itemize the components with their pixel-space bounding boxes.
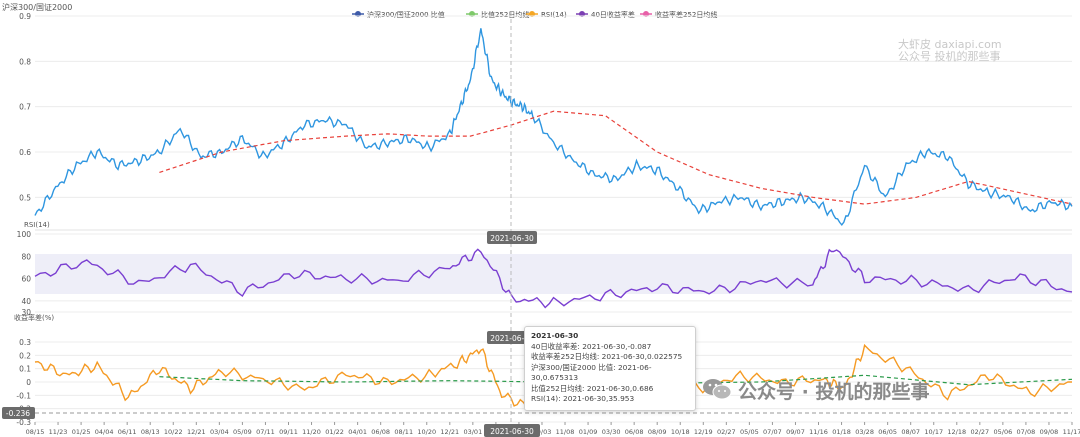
x-tick-label: 06/08	[625, 428, 644, 436]
y-tick-label: 0.8	[19, 57, 31, 66]
series-line-沪深300/国证2000 比值	[34, 28, 1073, 227]
crosshair-label-rsi: 2021-06-30	[487, 231, 537, 244]
x-tick-label: 11/23	[49, 428, 68, 436]
wechat-icon	[703, 379, 732, 400]
main-panel-ylabel: 沪深300/国证2000	[2, 2, 72, 12]
x-tick-label: 05/06	[993, 428, 1012, 436]
legend-label: 收益率差252日均线	[655, 10, 717, 19]
x-tick-labels: 08/15 11/23 01/25 04/04 06/11 08/13 10/22 12/21…	[26, 422, 1080, 436]
x-tick-label: 10/18	[671, 428, 690, 436]
x-tick-label: 10/20	[417, 428, 436, 436]
legend-label: RSI(14)	[541, 11, 567, 19]
y-tick-label: 0.2	[19, 351, 31, 360]
y-tick-label: 30	[21, 308, 31, 317]
svg-text:2021-06-30: 2021-06-30	[490, 334, 534, 343]
x-tick-label: 11/16	[809, 428, 828, 436]
crosshair-label-y: -0.236	[2, 407, 35, 419]
x-tick-label: 05/09	[233, 428, 252, 436]
crosshair-label-x: 2021-06-30	[484, 424, 540, 437]
x-tick-label: 03/30	[602, 428, 621, 436]
x-tick-label: 02/27	[717, 428, 736, 436]
y-tick-label: 80	[21, 252, 31, 261]
x-tick-label: 12/19	[694, 428, 713, 436]
x-tick-label: 10/17	[924, 428, 943, 436]
x-tick-label: 07/07	[763, 428, 782, 436]
legend-label: 比值252日均线	[481, 10, 529, 19]
rsi-band	[35, 254, 1072, 294]
series-line-40日收益率差	[34, 343, 1073, 410]
svg-text:-0.236: -0.236	[6, 409, 30, 418]
x-tick-label: 08/07	[901, 428, 920, 436]
x-tick-label: 08/13	[141, 428, 160, 436]
watermark-site: 大虾皮 daxiapi.com	[898, 37, 1002, 51]
y-tick-label: 60	[21, 275, 31, 284]
x-tick-label: 08/09	[648, 428, 667, 436]
x-tick-label: 06/11	[118, 428, 137, 436]
y-tick-label: 100	[17, 230, 32, 239]
legend-label: 40日收益率差	[591, 10, 635, 19]
y-tick-label: 0.3	[19, 338, 31, 347]
tooltip-line: 比值252日均线: 2021-06-30,0.686	[531, 383, 654, 393]
tooltip-line: RSI(14): 2021-06-30,35.953	[531, 394, 635, 403]
series-line-收益率差252日均线	[159, 374, 1073, 386]
x-tick-label: 12/21	[187, 428, 206, 436]
spread-panel-ylabel: 收益率差(%)	[14, 313, 54, 322]
y-tick-label: 0.5	[19, 193, 31, 202]
x-tick-label: 04/04	[95, 428, 114, 436]
y-tick-labels: 0.9 0.8 0.7 0.6 0.5 100 80 60 40 30 0.3 0.2 0.1 0 -0.1…	[16, 12, 31, 427]
x-tick-label: 06/05	[878, 428, 897, 436]
series-line-RSI(14)	[34, 248, 1073, 309]
x-tick-label: 12/21	[440, 428, 459, 436]
series-line-比值252日均线	[159, 110, 1073, 205]
watermark-account: 公众号 投机的那些事	[898, 49, 1001, 63]
tooltip-date: 2021-06-30	[531, 331, 579, 340]
y-tick-label: 0.9	[19, 12, 31, 21]
rsi-panel-ylabel: RSI(14)	[24, 221, 50, 229]
x-tick-label: 03/04	[210, 428, 229, 436]
x-tick-label: 06/08	[371, 428, 390, 436]
svg-text:2021-06-30: 2021-06-30	[490, 234, 534, 243]
x-tick-label: 03/01	[463, 428, 482, 436]
x-tick-label: 09/07	[786, 428, 805, 436]
x-tick-label: 09/11	[279, 428, 298, 436]
x-tick-label: 05/05	[740, 428, 759, 436]
y-tick-label: 0	[26, 378, 31, 387]
x-tick-label: 01/09	[579, 428, 598, 436]
x-tick-label: 01/18	[832, 428, 851, 436]
x-tick-label: 11/20	[302, 428, 321, 436]
svg-text:2021-06-30: 2021-06-30	[490, 427, 534, 436]
y-tick-label: 0.6	[19, 148, 31, 157]
y-tick-label: 0.1	[19, 365, 31, 374]
x-tick-label: 08/15	[26, 428, 45, 436]
x-tick-label: 08/11	[394, 428, 413, 436]
y-tick-label: -0.1	[16, 391, 31, 400]
legend: 沪深300/国证2000 比值 比值252日均线 RSI(14) 40日收益率差 收益率…	[352, 10, 717, 19]
x-tick-label: 07/08	[1017, 428, 1036, 436]
x-tick-label: 09/03	[533, 428, 552, 436]
tooltip-line: 收益率差252日均线: 2021-06-30,0.022575	[531, 352, 683, 361]
series-lines	[34, 28, 1073, 410]
x-tick-label: 04/01	[348, 428, 367, 436]
x-tick-label: 07/11	[256, 428, 275, 436]
y-tick-label: 0.7	[19, 103, 31, 112]
y-tick-label: 40	[21, 297, 31, 306]
tooltip-line: 沪深300/国证2000 比值: 2021-06-30,0.675313	[531, 362, 652, 383]
x-tick-label: 02/27	[970, 428, 989, 436]
tooltip-line: 40日收益率差: 2021-06-30,-0.087	[531, 341, 652, 351]
tooltip: 2021-06-30 40日收益率差: 2021-06-30,-0.087 收益…	[524, 326, 696, 411]
x-tick-label: 11/17	[1063, 428, 1080, 436]
x-tick-label: 03/28	[855, 428, 874, 436]
legend-label: 沪深300/国证2000 比值	[367, 10, 445, 19]
x-tick-label: 12/18	[947, 428, 966, 436]
y-tick-label: -0.3	[16, 418, 31, 427]
x-tick-label: 01/22	[325, 428, 344, 436]
x-tick-label: 10/22	[164, 428, 183, 436]
watermark-bottom: 公众号 · 投机的那些事	[738, 380, 929, 403]
x-tick-label: 01/25	[72, 428, 91, 436]
x-tick-label: 09/08	[1040, 428, 1059, 436]
x-tick-label: 11/08	[556, 428, 575, 436]
